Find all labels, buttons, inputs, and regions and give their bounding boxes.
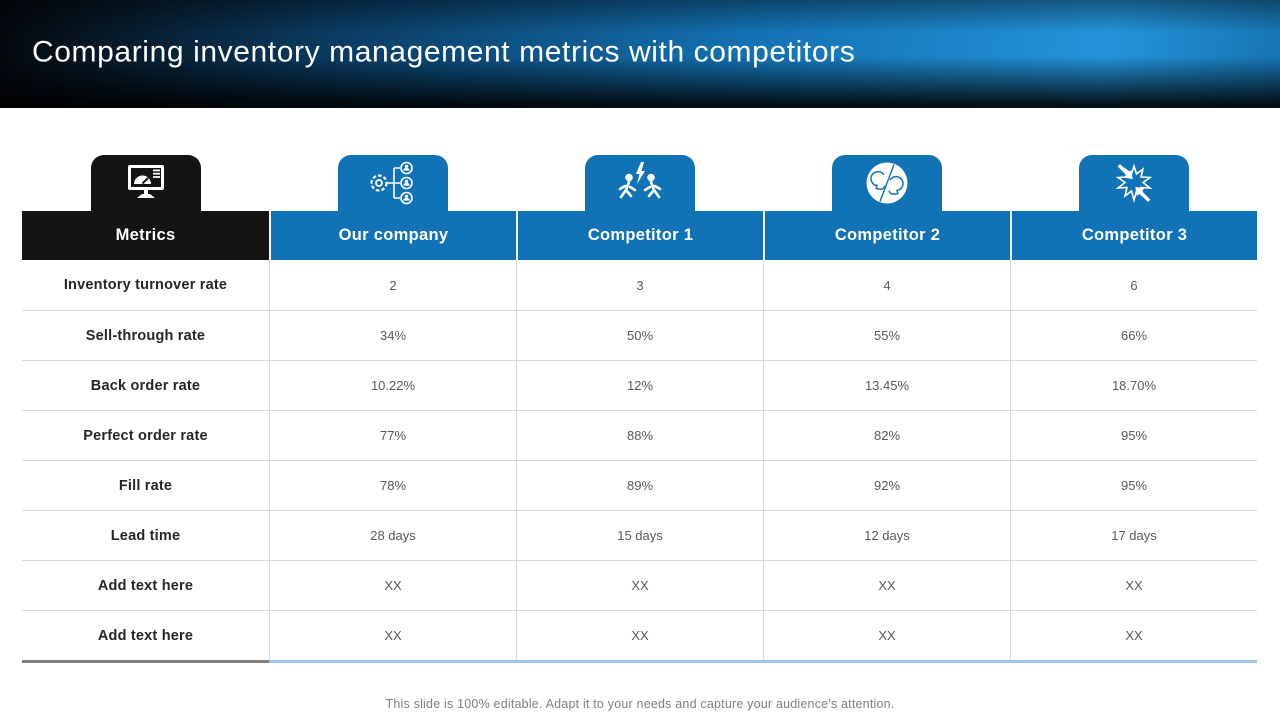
table-row: Sell-through rate 34% 50% 55% 66% xyxy=(22,310,1257,360)
table-row: Add text here XX XX XX XX xyxy=(22,560,1257,610)
metric-value: 34% xyxy=(269,311,516,360)
metric-value: 18.70% xyxy=(1010,361,1257,410)
metric-value: 77% xyxy=(269,411,516,460)
metric-label: Fill rate xyxy=(118,477,173,494)
clash-arrows-icon xyxy=(1110,161,1158,205)
metric-value: XX xyxy=(763,561,1010,610)
metric-value: 13.45% xyxy=(763,361,1010,410)
column-header-metrics: Metrics xyxy=(22,211,269,260)
rivalry-people-icon xyxy=(616,161,664,205)
metric-label: Lead time xyxy=(110,527,181,544)
column-header-competitor-3: Competitor 3 xyxy=(1010,211,1257,260)
table-row: Fill rate 78% 89% 92% 95% xyxy=(22,460,1257,510)
table-row: Lead time 28 days 15 days 12 days 17 days xyxy=(22,510,1257,560)
metric-value: 95% xyxy=(1010,411,1257,460)
metric-value: 2 xyxy=(269,260,516,310)
bottom-border-blue-segment xyxy=(269,660,1257,663)
tab-competitor-1 xyxy=(584,155,695,211)
table-body: Inventory turnover rate 2 3 4 6 Sell-through … xyxy=(22,260,1257,660)
icon-tabs-row xyxy=(22,155,1257,211)
bottom-border-dark-segment xyxy=(22,660,269,663)
table-row: Perfect order rate 77% 88% 82% 95% xyxy=(22,410,1257,460)
metric-value: 15 days xyxy=(516,511,763,560)
metric-value: 12% xyxy=(516,361,763,410)
metric-value: 28 days xyxy=(269,511,516,560)
metric-value: 82% xyxy=(763,411,1010,460)
metric-value: 17 days xyxy=(1010,511,1257,560)
metric-value: 66% xyxy=(1010,311,1257,360)
metric-value: 55% xyxy=(763,311,1010,360)
title-band: Comparing inventory management metrics w… xyxy=(0,0,1280,108)
metric-value: 88% xyxy=(516,411,763,460)
metric-value: XX xyxy=(1010,561,1257,610)
tab-our-company xyxy=(337,155,448,211)
metric-value: XX xyxy=(1010,611,1257,660)
metric-label: Inventory turnover rate xyxy=(63,277,228,293)
metric-value: 92% xyxy=(763,461,1010,510)
metric-label: Perfect order rate xyxy=(83,427,208,444)
metric-value: 4 xyxy=(763,260,1010,310)
metric-value: 78% xyxy=(269,461,516,510)
metric-label: Add text here xyxy=(97,627,194,644)
versus-heads-icon xyxy=(865,161,909,205)
metric-value: XX xyxy=(516,561,763,610)
dashboard-monitor-icon xyxy=(123,163,169,203)
metric-value: 95% xyxy=(1010,461,1257,510)
table-row: Add text here XX XX XX XX xyxy=(22,610,1257,660)
metric-value: XX xyxy=(269,611,516,660)
metric-value: 3 xyxy=(516,260,763,310)
table-row: Back order rate 10.22% 12% 13.45% 18.70% xyxy=(22,360,1257,410)
table-row: Inventory turnover rate 2 3 4 6 xyxy=(22,260,1257,310)
metric-label: Sell-through rate xyxy=(85,327,206,344)
column-header-our-company: Our company xyxy=(269,211,516,260)
column-header-competitor-2: Competitor 2 xyxy=(763,211,1010,260)
metric-value: XX xyxy=(763,611,1010,660)
tab-competitor-3 xyxy=(1078,155,1189,211)
table-bottom-border xyxy=(22,660,1257,663)
tab-metrics xyxy=(90,155,201,211)
metric-value: 10.22% xyxy=(269,361,516,410)
team-structure-icon xyxy=(368,161,418,205)
metric-label: Back order rate xyxy=(90,377,201,394)
slide-title: Comparing inventory management metrics w… xyxy=(32,35,856,69)
metric-label: Add text here xyxy=(97,577,194,594)
metric-value: 6 xyxy=(1010,260,1257,310)
table-header-row: Metrics Our company Competitor 1 Competi… xyxy=(22,211,1257,260)
tab-competitor-2 xyxy=(831,155,942,211)
column-header-competitor-1: Competitor 1 xyxy=(516,211,763,260)
metric-value: 50% xyxy=(516,311,763,360)
metric-value: XX xyxy=(269,561,516,610)
metric-value: 89% xyxy=(516,461,763,510)
footer-note: This slide is 100% editable. Adapt it to… xyxy=(385,697,895,711)
metric-value: 12 days xyxy=(763,511,1010,560)
metric-value: XX xyxy=(516,611,763,660)
comparison-table: Metrics Our company Competitor 1 Competi… xyxy=(22,155,1257,663)
